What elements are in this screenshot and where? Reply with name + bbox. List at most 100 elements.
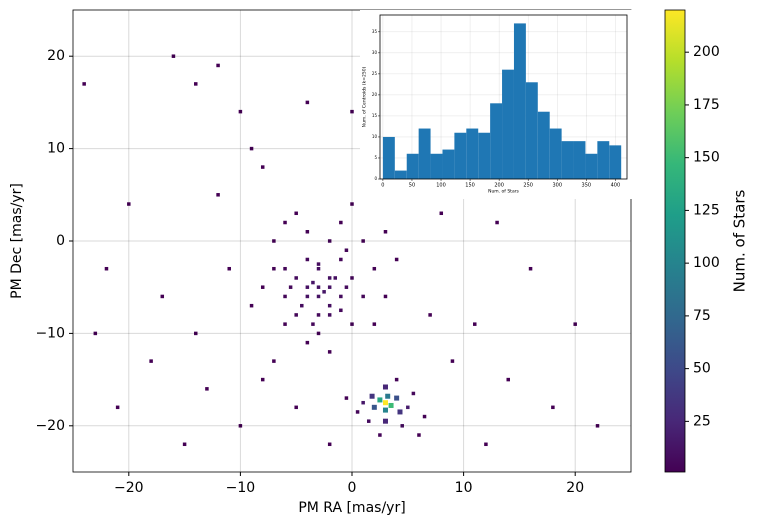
hist2d-cell [385,393,391,399]
y-tick-label: 30 [372,50,378,55]
x-tick-label: 150 [465,183,475,189]
hist2d-cell [171,54,176,58]
x-tick-label: 400 [611,183,621,189]
y-tick-label: 20 [47,48,65,64]
hist2d-cell [382,418,388,424]
hist2d-cell [361,400,365,405]
hist2d-cell [311,280,315,285]
hist2d-cell [406,405,410,410]
hist2d-cell [294,405,298,410]
x-tick-label: 0 [348,480,357,496]
hist2d-cell [422,414,427,419]
x-tick-label: 10 [455,480,473,496]
hist2d-cell [194,82,198,86]
y-tick-label: 10 [372,134,378,139]
hist2d-cell [344,285,349,289]
colorbar-tick-label: 200 [693,44,720,60]
hist2d-cell [316,285,321,289]
x-tick-label: 250 [523,183,533,189]
hist2d-cell [339,257,343,262]
hist2d-cell [104,266,109,271]
hist2d-cell [327,303,332,308]
hist2d-cell [316,266,321,271]
hist2d-cell [327,239,332,243]
hist2d-cell [311,322,315,326]
hist2d-cell [238,109,243,114]
colorbar-tick-label: 100 [693,255,720,271]
x-tick-label: 100 [436,183,446,189]
hist2d-cell [551,405,555,410]
x-tick-label: 20 [566,480,584,496]
hist2d-cell [216,193,220,197]
hist2d-cell [272,266,276,271]
hist2d-cell [372,266,377,271]
y-tick-label: 25 [372,71,378,76]
bar [609,145,622,179]
hist2d-cell [283,266,287,271]
hist2d-cell [361,294,365,299]
hist2d-cell [272,359,276,363]
colorbar-tick-label: 175 [693,97,720,113]
hist2d-cell [355,410,360,414]
hist2d-cell [149,359,153,363]
x-tick-label: 0 [381,183,384,189]
hist2d-cell [294,313,298,317]
hist2d-cell [300,303,304,308]
hist2d-cell [249,146,254,151]
hist2d-cell [249,303,254,308]
bar [466,128,479,179]
hist2d-cell [339,220,343,225]
hist2d-cell [366,419,371,423]
hist2d-cell [272,239,276,243]
hist2d-cell [82,82,86,86]
bar [537,111,550,179]
y-tick-label: 35 [372,29,378,34]
hist2d-cell [327,442,332,447]
bar [573,141,586,179]
hist2d-cell [397,409,403,415]
hist2d-cell [595,424,600,428]
hist2d-cell [382,400,388,406]
hist2d-cell [382,384,388,390]
y-axis-label: Num. of Centroids (k=250) [362,66,368,127]
hist2d-cell [288,285,293,289]
hist2d-cell [378,433,382,437]
hist2d-cell [260,165,265,169]
hist2d-cell [411,391,416,396]
hist2d-cell [294,211,298,216]
bar [525,82,538,179]
hist2d-cell [417,433,421,437]
x-tick-label: −20 [114,480,144,496]
hist2d-cell [400,424,404,428]
hist2d-cell [439,211,444,216]
axes-frame [379,14,628,180]
bar [549,128,562,179]
hist2d-cell [283,322,287,326]
hist2d-cell [344,248,349,252]
hist2d-cell [394,377,399,382]
x-tick-label: −10 [226,480,256,496]
hist2d-cell [93,331,98,336]
hist2d-cell [383,230,388,234]
x-tick-label: 200 [494,183,504,189]
bar [478,132,491,179]
hist2d-cell [361,239,365,243]
hist2d-cell [327,350,332,354]
hist2d-cell [382,407,388,413]
y-tick-label: 0 [374,176,377,181]
bar [394,170,407,179]
hist2d-cell [316,262,321,266]
hist2d-cell [283,294,287,299]
bar [597,141,610,179]
hist2d-cell [333,276,338,280]
hist2d-cell [450,359,455,363]
bar [442,149,455,179]
hist2d-cell [305,294,310,299]
colorbar-tick-label: 150 [693,150,720,166]
bar [406,153,419,179]
hist2d-cell [327,276,332,280]
y-tick-label: −20 [35,418,65,434]
hist2d-cell [394,257,399,262]
hist2d-cell [194,331,198,336]
axes-frame [72,9,632,473]
